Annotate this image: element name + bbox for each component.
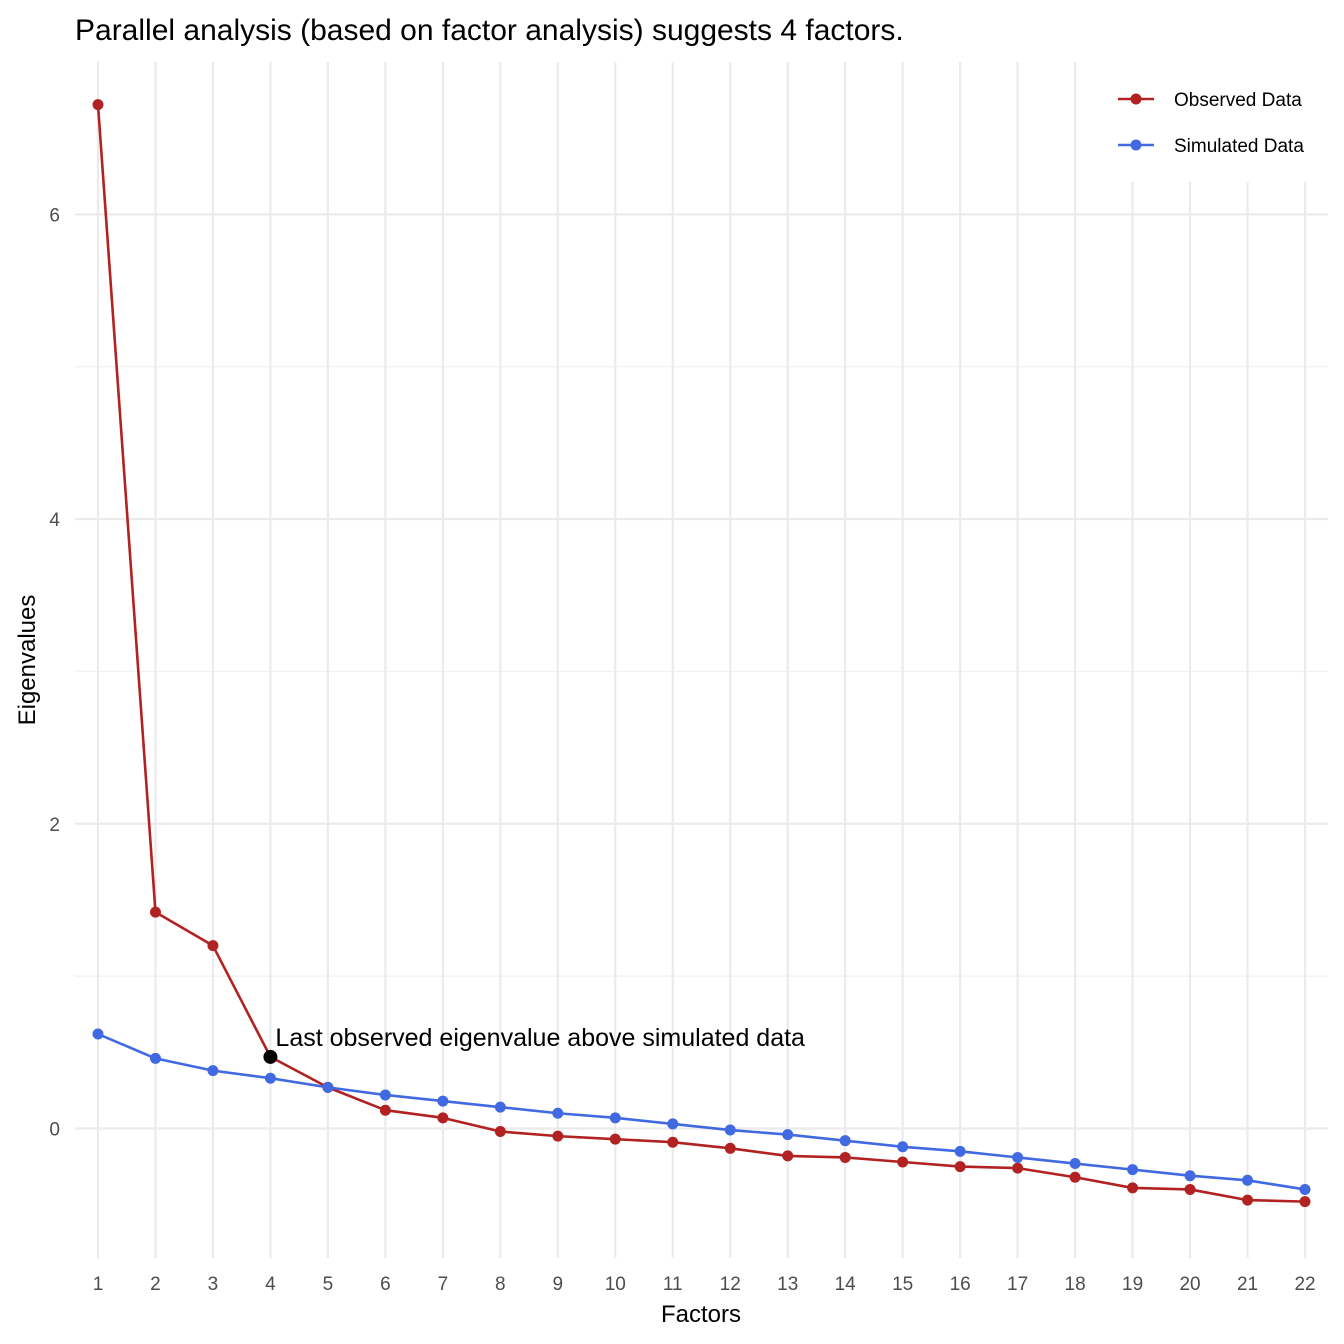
- data-point: [897, 1141, 909, 1153]
- y-tick-label: 0: [49, 1119, 60, 1140]
- data-point: [782, 1129, 794, 1141]
- data-point: [667, 1118, 679, 1130]
- data-point: [494, 1126, 506, 1138]
- y-tick-label: 2: [49, 815, 60, 836]
- data-point: [667, 1136, 679, 1148]
- data-point: [437, 1095, 449, 1107]
- data-point: [609, 1133, 621, 1145]
- data-point: [149, 906, 161, 918]
- annotation-marker: [263, 1049, 278, 1064]
- x-tick-label: 16: [950, 1274, 971, 1295]
- x-tick-label: 2: [150, 1274, 161, 1295]
- data-point: [1069, 1171, 1081, 1183]
- legend-label: Observed Data: [1174, 90, 1302, 111]
- data-point: [724, 1124, 736, 1136]
- data-point: [1299, 1183, 1311, 1195]
- data-point: [552, 1130, 564, 1142]
- x-tick-label: 1: [93, 1274, 104, 1295]
- legend: Observed Data Simulated Data: [1100, 62, 1344, 182]
- data-point: [954, 1145, 966, 1157]
- x-axis-title: Factors: [661, 1301, 741, 1328]
- grid: [75, 62, 1328, 1258]
- data-point: [552, 1107, 564, 1119]
- data-point: [954, 1161, 966, 1173]
- data-point: [1299, 1196, 1311, 1208]
- data-point: [322, 1081, 334, 1093]
- legend-item-simulated: Simulated Data: [1118, 136, 1304, 157]
- data-point: [1069, 1158, 1081, 1170]
- data-point: [92, 99, 104, 111]
- x-tick-label: 4: [265, 1274, 276, 1295]
- data-point: [1242, 1174, 1254, 1186]
- data-point: [264, 1072, 276, 1084]
- y-axis-ticks: 0 2 4 6: [49, 205, 60, 1140]
- data-point: [1012, 1151, 1024, 1163]
- data-point: [207, 940, 219, 952]
- chart-title: Parallel analysis (based on factor analy…: [75, 14, 904, 47]
- x-tick-label: 18: [1065, 1274, 1086, 1295]
- annotation-text: Last observed eigenvalue above simulated…: [275, 1024, 805, 1052]
- data-point: [1012, 1162, 1024, 1174]
- data-point: [1127, 1164, 1139, 1176]
- x-tick-label: 12: [720, 1274, 741, 1295]
- x-axis-ticks: 1 2 3 4 5 6 7 8 9 10 11 12 13 14 15 16 17 18 19 20 21 22: [93, 1274, 1316, 1295]
- x-tick-label: 7: [438, 1274, 449, 1295]
- x-tick-label: 11: [663, 1274, 683, 1295]
- data-point: [782, 1150, 794, 1162]
- x-tick-label: 8: [495, 1274, 506, 1295]
- x-tick-label: 20: [1179, 1274, 1200, 1295]
- data-point: [839, 1135, 851, 1147]
- x-tick-label: 9: [553, 1274, 564, 1295]
- x-tick-label: 14: [835, 1274, 857, 1295]
- data-point: [1242, 1194, 1254, 1206]
- x-tick-label: 10: [605, 1274, 626, 1295]
- x-tick-label: 21: [1237, 1274, 1258, 1295]
- data-point: [379, 1104, 391, 1116]
- data-point: [1184, 1183, 1196, 1195]
- data-point: [1127, 1182, 1139, 1194]
- y-tick-label: 6: [49, 205, 60, 226]
- data-point: [724, 1142, 736, 1154]
- legend-key-point: [1130, 139, 1142, 151]
- data-point: [494, 1101, 506, 1113]
- data-point: [609, 1112, 621, 1124]
- data-point: [207, 1065, 219, 1077]
- x-tick-label: 13: [777, 1274, 798, 1295]
- annotation: Last observed eigenvalue above simulated…: [263, 1024, 805, 1064]
- series-line: [96, 104, 1306, 1203]
- series-lines: [96, 104, 1306, 1203]
- x-tick-label: 15: [892, 1274, 913, 1295]
- x-tick-label: 3: [208, 1274, 219, 1295]
- x-tick-label: 22: [1294, 1274, 1315, 1295]
- data-point: [437, 1112, 449, 1124]
- x-tick-label: 19: [1122, 1274, 1143, 1295]
- legend-item-observed: Observed Data: [1118, 90, 1302, 111]
- data-point: [1184, 1170, 1196, 1182]
- x-tick-label: 5: [323, 1274, 334, 1295]
- y-axis-title: Eigenvalues: [14, 595, 41, 726]
- legend-label: Simulated Data: [1174, 136, 1304, 157]
- series-points: [92, 99, 1311, 1208]
- data-point: [92, 1028, 104, 1040]
- series-line: [97, 1032, 1306, 1191]
- legend-background: [1100, 62, 1344, 182]
- data-point: [149, 1052, 161, 1064]
- x-tick-label: 17: [1007, 1274, 1028, 1295]
- x-tick-label: 6: [380, 1274, 391, 1295]
- y-tick-label: 4: [49, 510, 60, 531]
- data-point: [379, 1089, 391, 1101]
- data-point: [839, 1151, 851, 1163]
- legend-key-point: [1130, 93, 1142, 105]
- data-point: [897, 1156, 909, 1168]
